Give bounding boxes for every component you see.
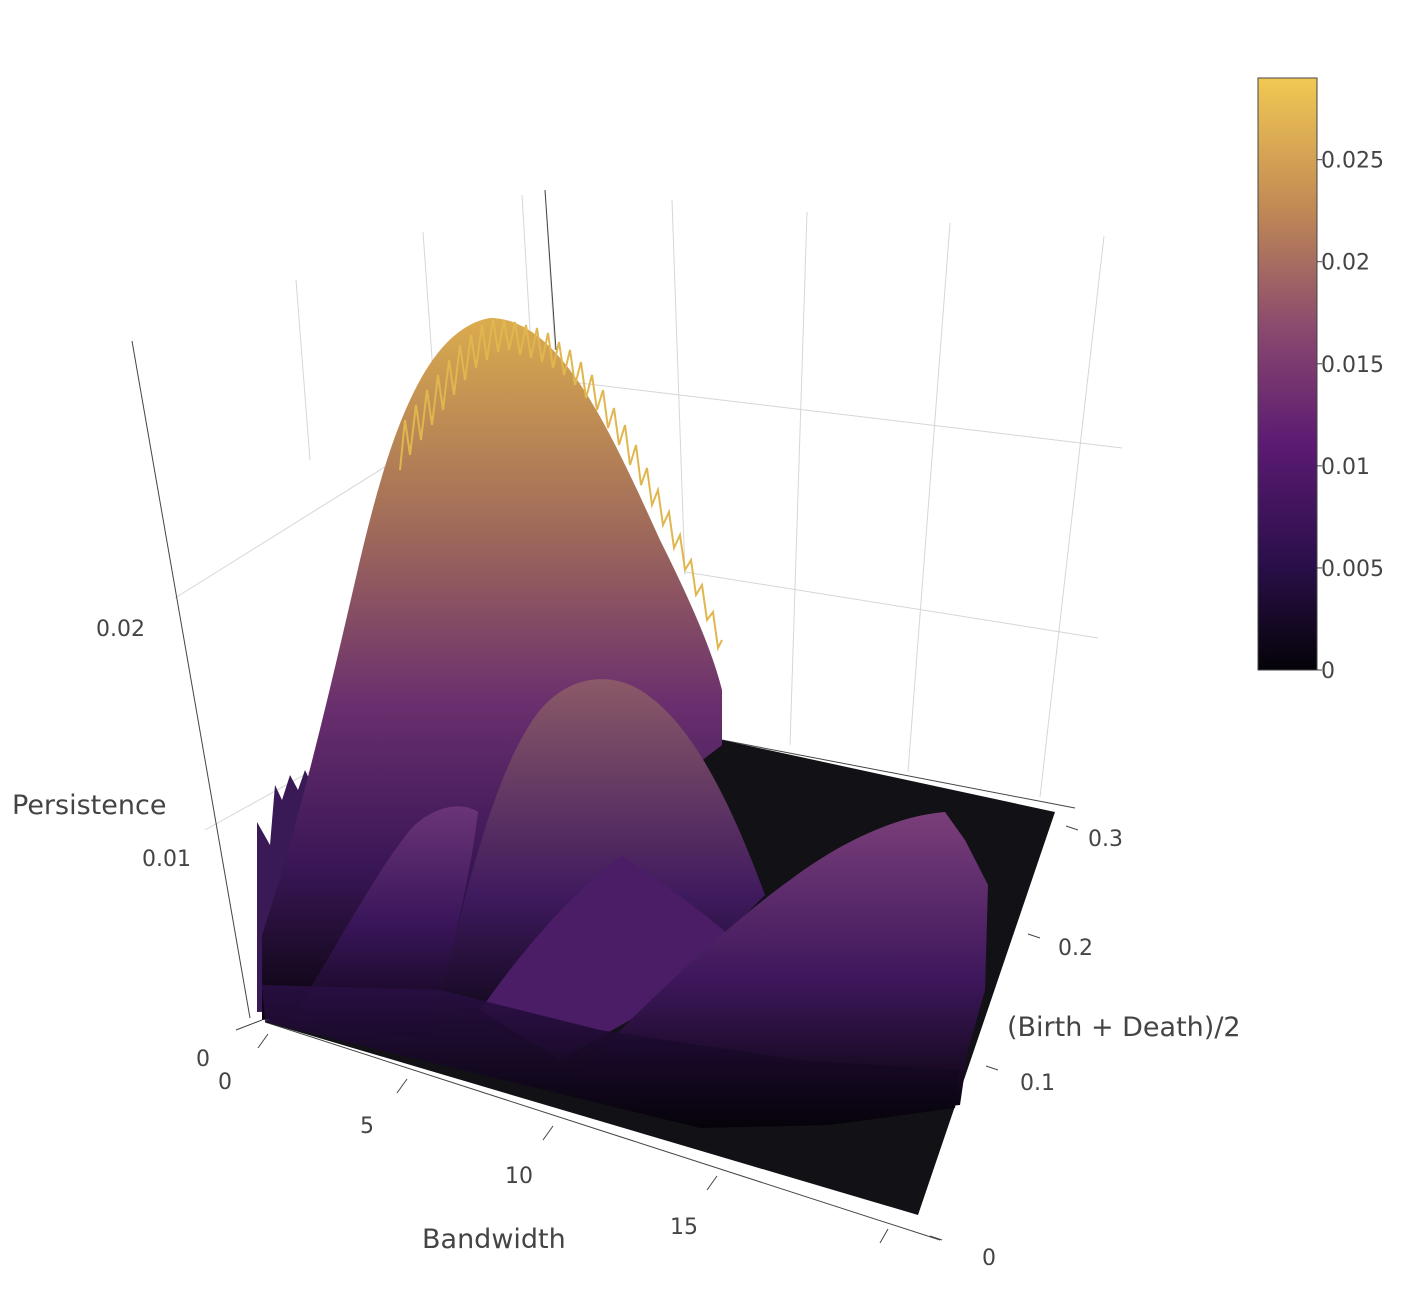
x-tick-mark (396, 1078, 408, 1094)
surface-ridge (480, 856, 735, 1060)
colorbar-ticks: 0 0.005 0.01 0.015 0.02 0.025 (1317, 149, 1384, 684)
colorbar-tick-label: 0 (1321, 659, 1335, 684)
x-tick-mark (706, 1175, 718, 1191)
axis-lines (131, 189, 1076, 1241)
y-tick-mark (929, 1235, 943, 1241)
surface-front-shade (262, 985, 960, 1128)
y-tick-mark (1027, 933, 1041, 939)
y-axis-title: (Birth + Death)/2 (1007, 1012, 1241, 1043)
colorbar-tick-label: 0.005 (1321, 557, 1384, 582)
x-axis-title: Bandwidth (422, 1224, 566, 1255)
z-axis-ticks: 0 0.01 0.02 (96, 617, 210, 1072)
z-axis-title: Persistence (12, 790, 166, 821)
surface-small-peak (290, 806, 478, 1040)
y-tick-mark (985, 1065, 999, 1071)
z-tick-label: 0.02 (96, 617, 145, 642)
colorbar-tick-label: 0.01 (1321, 455, 1370, 480)
colorbar-tick-label: 0.025 (1321, 149, 1384, 174)
x-tick-mark (257, 1033, 269, 1049)
y-tick-label: 0 (982, 1246, 996, 1271)
x-tick-mark (879, 1228, 889, 1244)
z-tick-label: 0.01 (142, 847, 191, 872)
x-axis-ticks: 0 5 10 15 (218, 1033, 889, 1244)
colorbar-gradient (1257, 77, 1318, 671)
surface-main-peak-spikes (399, 317, 723, 652)
x-tick-mark (542, 1125, 554, 1141)
colorbar: 0 0.005 0.01 0.015 0.02 0.025 (1257, 77, 1384, 684)
x-tick-label: 5 (360, 1114, 374, 1139)
surface-main-peak (262, 318, 722, 1020)
y-axis-ticks: 0 0.1 0.2 0.3 (929, 825, 1123, 1271)
z-tick-label: 0 (196, 1047, 210, 1072)
y-tick-label: 0.2 (1058, 936, 1093, 961)
surface-right-peak (560, 812, 988, 1115)
colorbar-tick-label: 0.02 (1321, 251, 1370, 276)
x-tick-label: 15 (670, 1215, 698, 1240)
y-tick-mark (1065, 825, 1079, 831)
grid (174, 189, 1123, 831)
x-tick-label: 10 (505, 1164, 533, 1189)
y-tick-label: 0.3 (1088, 827, 1123, 852)
colorbar-tick-label: 0.015 (1321, 353, 1384, 378)
x-tick-label: 0 (218, 1070, 232, 1095)
y-tick-label: 0.1 (1020, 1071, 1055, 1096)
